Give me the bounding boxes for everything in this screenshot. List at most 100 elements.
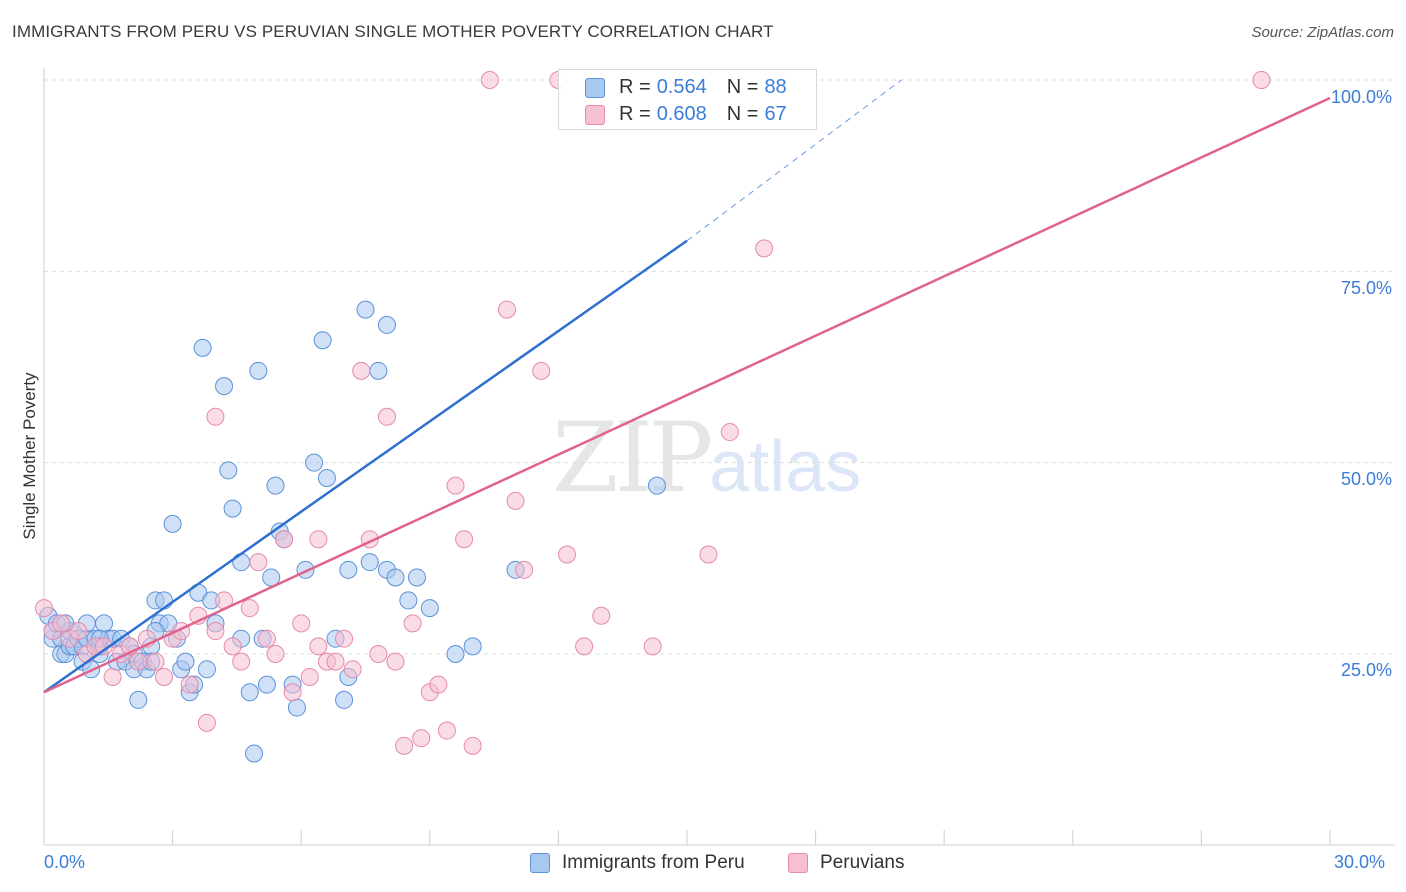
r-label: R = [619, 103, 651, 125]
data-point [755, 239, 774, 258]
pink-swatch [585, 104, 605, 125]
data-point [249, 553, 268, 572]
axes [43, 68, 1395, 846]
blue-swatch [585, 77, 605, 98]
n-value: 88 [764, 76, 787, 98]
data-point [386, 568, 405, 587]
data-point [240, 683, 259, 702]
data-point [232, 652, 251, 671]
data-point [369, 645, 388, 663]
data-point [309, 637, 328, 656]
data-point [455, 530, 474, 549]
data-point [266, 645, 285, 663]
data-point [575, 637, 594, 656]
data-point [193, 338, 212, 357]
data-point [287, 698, 306, 717]
data-point [245, 744, 264, 763]
data-point [360, 553, 379, 572]
data-point [95, 614, 114, 633]
data-point [317, 468, 336, 487]
stats-legend: R = 0.564 N = 88 R = 0.608 N = 67 [558, 69, 817, 130]
chart-title: IMMIGRANTS FROM PERU VS PERUVIAN SINGLE … [12, 22, 774, 41]
data-point [420, 599, 439, 618]
data-point [240, 599, 259, 618]
data-point [407, 568, 426, 587]
data-point [163, 514, 182, 533]
data-point [35, 599, 53, 618]
n-value: 67 [764, 103, 787, 125]
data-point [309, 530, 328, 549]
data-point [429, 675, 448, 694]
legend-swatch-pink [788, 853, 808, 873]
legend-item-peruvians[interactable]: Peruvians [788, 852, 905, 874]
data-point [155, 591, 174, 610]
data-point [292, 614, 311, 633]
data-point [129, 652, 148, 671]
data-point [339, 560, 358, 579]
data-point [52, 614, 71, 633]
data-point [369, 361, 388, 380]
data-point [69, 622, 88, 641]
data-point [197, 660, 216, 679]
chart-source: Source: ZipAtlas.com [1251, 24, 1394, 41]
data-point [395, 736, 414, 755]
n-label: N = [726, 103, 759, 125]
data-point [326, 652, 345, 671]
y-tick-75: 75.0% [1340, 278, 1392, 298]
data-point [356, 300, 375, 319]
data-point [446, 645, 465, 663]
data-point [206, 407, 225, 426]
data-point [275, 530, 294, 549]
data-point [206, 622, 225, 641]
data-point [300, 667, 319, 686]
data-point [343, 660, 362, 679]
legend-item-immigrants-from-peru[interactable]: Immigrants from Peru [530, 852, 745, 874]
r-value: 0.564 [656, 76, 707, 98]
data-point [266, 476, 285, 495]
data-point [592, 606, 611, 625]
data-point [95, 637, 114, 656]
data-point [232, 553, 251, 572]
data-point [103, 667, 122, 686]
data-point [506, 491, 525, 510]
y-tick-50: 50.0% [1340, 469, 1392, 489]
data-point [249, 361, 268, 380]
legend-label: Peruvians [820, 852, 905, 873]
y-axis-title: Single Mother Poverty [20, 372, 39, 540]
data-point [223, 637, 242, 656]
stats-row-pink: R = 0.608 N = 67 [585, 103, 787, 126]
trend-line-immigrants-from-peru [43, 239, 688, 694]
r-label: R = [619, 76, 651, 98]
x-tick-min: 0.0% [44, 852, 86, 872]
x-tick-max: 30.0% [1334, 852, 1386, 872]
data-point [557, 545, 576, 564]
data-point [699, 545, 718, 564]
legend-label: Immigrants from Peru [562, 852, 745, 873]
data-point [335, 690, 354, 709]
data-point [180, 675, 199, 694]
data-point [283, 683, 302, 702]
data-point [412, 729, 431, 748]
data-point [155, 667, 174, 686]
data-point [532, 361, 551, 380]
data-point [305, 453, 324, 472]
data-point [377, 315, 396, 334]
trend-lines [43, 79, 1331, 694]
data-point [197, 713, 216, 732]
trend-line-peruvians [43, 96, 1331, 694]
legend-swatch-blue [530, 853, 550, 873]
data-point [335, 629, 354, 648]
series-peruvians [35, 71, 1271, 755]
data-point [313, 331, 332, 350]
data-point [1252, 71, 1271, 89]
trend-line-extension [686, 79, 902, 242]
data-point [377, 407, 396, 426]
data-point [643, 637, 662, 656]
data-point [446, 476, 465, 495]
data-point [223, 499, 242, 518]
data-point [437, 721, 456, 740]
data-point [386, 652, 405, 671]
data-point [176, 652, 195, 671]
data-point [463, 637, 482, 656]
